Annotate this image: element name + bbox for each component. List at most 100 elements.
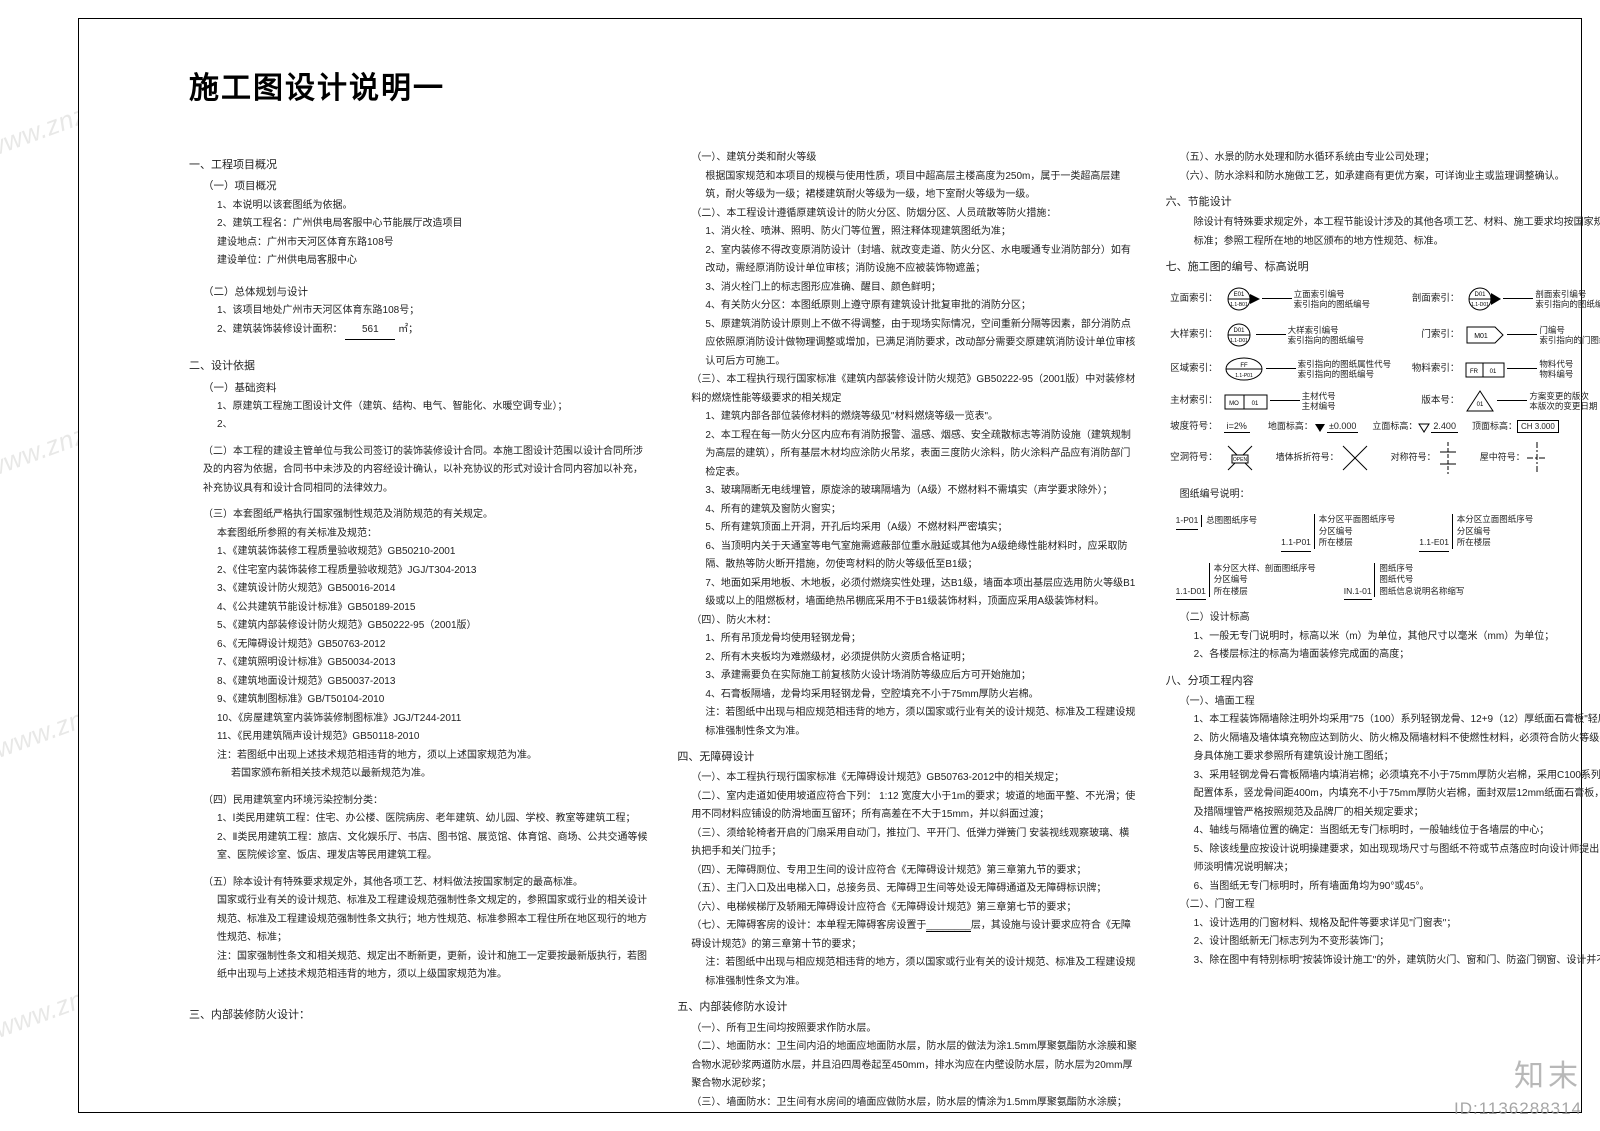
body-text: （五）、主门入口及出电梯入口，总接务员、无障碍卫生间等处设无障碍通道及无障碍标识… — [691, 880, 1137, 899]
symbol-label: 对称符号： — [1391, 451, 1436, 464]
level-value: CH 3.000 — [1517, 420, 1559, 433]
symbol-label: 剖面索引： — [1407, 292, 1459, 305]
wall-break-icon — [1339, 442, 1371, 474]
symbol-desc: 索引指向的图纸编号 — [1294, 299, 1371, 309]
symbol-desc: 索引指向的图纸编号 — [1535, 299, 1600, 309]
symbol-desc: 方案变更的版次 — [1529, 391, 1597, 401]
symbol-desc: 主材编号 — [1302, 401, 1336, 411]
sub-heading: （一）基础资料 — [203, 379, 649, 398]
standard-item: 10、《房屋建筑室内装饰装修制图标准》JGJ/T244-2011 — [217, 710, 649, 729]
body-text: 3、承建需要负在实际施工前复核防火设计场消防等级应后方可开始施加； — [705, 667, 1137, 686]
page-title: 施工图设计说明一 — [189, 63, 445, 107]
svg-text:1.1-P01: 1.1-P01 — [1235, 373, 1253, 379]
desc: 分区编号 — [1319, 526, 1396, 537]
body-text: 1、Ⅰ类民用建筑工程：住宅、办公楼、医院病房、老年建筑、幼儿园、学校、教室等建筑… — [217, 810, 649, 829]
center-icon — [1525, 440, 1549, 476]
svg-text:OPEN: OPEN — [1233, 457, 1248, 463]
body-text: （五）、水景的防水处理和防水循环系统由专业公司处理； — [1180, 149, 1600, 168]
symbol-desc: 物料编号 — [1539, 369, 1573, 379]
value: 广州供电局客服中心 — [267, 255, 357, 266]
sub-heading: （二）本工程的建设主管单位与我公司签订的装饰装修设计合同。本施工图设计范围以设计… — [203, 443, 649, 499]
slope-value: i=2% — [1224, 420, 1250, 434]
note-text: 注：国家强制性条文和相关规范、规定出不断新更，更新，设计和施工一定要按最新版执行… — [217, 948, 649, 985]
column-1: 一、工程项目概况 （一）项目概况 1、本说明以该套图纸为依据。 2、建筑工程名：… — [189, 149, 649, 1109]
standard-item: 5、《建筑内部装修设计防火规范》GB50222-95（2001版） — [217, 617, 649, 636]
content-columns: 一、工程项目概况 （一）项目概况 1、本说明以该套图纸为依据。 2、建筑工程名：… — [189, 149, 1600, 1109]
body-text: 2、建筑工程名：广州供电局客服中心节能展厅改造项目 — [217, 215, 649, 234]
body-text: （三）、须给轮椅者开启的门扇采用自动门，推拉门、平开门、低弹力弹簧门 安装视线观… — [691, 825, 1137, 862]
section-heading: 二、设计依据 — [189, 356, 649, 376]
section-heading: 八、分项工程内容 — [1166, 671, 1600, 691]
symbol-desc: 大样索引编号 — [1288, 325, 1365, 335]
body-text: （六）、电梯候梯厅及轿厢无障碍设计应符合《无障碍设计规范》第三章第七节的要求； — [691, 899, 1137, 918]
drawing-number-legend: 1.1-D01 本分区大样、剖面图纸序号 分区编号 所在楼层 IN.1-01 图… — [1176, 561, 1600, 601]
svg-text:D01: D01 — [1233, 328, 1245, 334]
body-text: 1、一般无专门说明时，标高以米（m）为单位，其他尺寸以毫米（mm）为单位； — [1194, 628, 1600, 647]
symbol-desc: 立面索引编号 — [1294, 289, 1371, 299]
label: 2、建筑装饰装修设计面积： — [217, 324, 343, 335]
code: 1.1-P01 — [1281, 535, 1311, 552]
sub-heading: （一）、建筑分类和耐火等级 — [691, 149, 1137, 168]
opening-icon: OPEN — [1224, 442, 1256, 474]
body-text: 4、石膏板隔墙，龙骨均采用轻钢龙骨，空腔填充不小于75mm厚防火岩棉。 — [705, 686, 1137, 705]
body-text: 3、消火栓门上的标志图形应准确、醒目、颜色鲜明； — [705, 279, 1137, 298]
desc: 本分区立面图纸序号 — [1457, 514, 1534, 525]
door-index-icon: M01 — [1465, 323, 1505, 347]
section-index-icon: D011.1-D01 — [1465, 284, 1501, 314]
code: IN.1-01 — [1344, 584, 1372, 601]
symbol-desc: 剖面索引编号 — [1535, 289, 1600, 299]
symbol-label: 大样索引： — [1166, 328, 1218, 341]
body-text: 1、原建筑工程施工图设计文件（建筑、结构、电气、智能化、水暖空调专业）； — [217, 398, 649, 417]
sub-heading: （四）民用建筑室内环境污染控制分类： — [203, 792, 649, 811]
body-text: 7、地面如采用地板、木地板，必须付燃烧实性处理，达B1级，墙面本项出基层应选用防… — [705, 575, 1137, 612]
standard-item: 3、《建筑设计防火规范》GB50016-2014 — [217, 580, 649, 599]
symbol-label: 空洞符号： — [1166, 451, 1218, 464]
material-index-icon: FR01 — [1465, 359, 1505, 379]
section-heading: 七、施工图的编号、标高说明 — [1166, 257, 1600, 277]
body-text: 1、设计选用的门窗材料、规格及配件等要求详见"门窗表"； — [1194, 915, 1600, 934]
body-text: 2、所有木夹板均为难燃级材，必须提供防火资质合格证明； — [705, 649, 1137, 668]
sub-heading: （三）本套图纸严格执行国家强制性规范及消防规范的有关规定。 — [203, 506, 649, 525]
standard-item: 6、《无障碍设计规范》GB50763-2012 — [217, 636, 649, 655]
body-text: 4、所有的建筑及窗防火窗实； — [705, 501, 1137, 520]
symbol-label: 顶面标高： — [1472, 420, 1517, 433]
body-text: 国家或行业有关的设计规范、标准及工程建设规范强制性条文规定的，参照国家或行业的相… — [217, 892, 649, 948]
body-text: 建设单位：广州供电局客服中心 — [217, 252, 649, 271]
svg-text:1.1-D01: 1.1-D01 — [1471, 302, 1489, 308]
sub-heading: （二）设计标高 — [1180, 609, 1600, 628]
body-text: 2、防火隔墙及墙体填充物应达到防火、防火棉及隔墙材料不使燃性材料，必须符合防火等… — [1194, 730, 1600, 767]
desc: 所在楼层 — [1214, 586, 1316, 597]
detail-index-icon: D011.1-D01 — [1224, 320, 1254, 350]
symbol-desc: 主材代号 — [1302, 391, 1336, 401]
body-text: 4、轴线与隔墙位置的确定：当图纸无专门标明时，一般轴线位于各墙层的中心； — [1194, 822, 1600, 841]
symbol-label: 物料索引： — [1407, 362, 1459, 375]
symbol-label: 墙体拆折符号： — [1276, 451, 1339, 464]
symbol-label: 坡度符号： — [1166, 420, 1218, 433]
body-text: 1、消火栓、喷淋、照明、防火门等位置，照注释体现建筑图纸为准； — [705, 223, 1137, 242]
standard-item: 1、《建筑装饰装修工程质量验收规范》GB50210-2001 — [217, 543, 649, 562]
body-text: 5、除该线量应按设计说明操建要求，如出现现场尺寸与图纸不符或节点落应时向设计师提… — [1194, 841, 1600, 878]
level-value: 2.400 — [1431, 420, 1458, 434]
body-text: 根据国家规范和本项目的规模与使用性质，项目中超高层主楼高度为250m，属于一类超… — [705, 168, 1137, 205]
section-heading: 四、无障碍设计 — [677, 747, 1137, 767]
svg-text:M01: M01 — [1475, 333, 1489, 340]
symbol-desc: 索引指向的门图纸编号 — [1539, 335, 1600, 345]
svg-text:E01: E01 — [1233, 292, 1244, 298]
symbol-label: 立面标高： — [1372, 420, 1417, 433]
standard-item: 4、《公共建筑节能设计标准》GB50189-2015 — [217, 599, 649, 618]
drawing-number-legend: 1-P01 总图图纸序号 1.1-P01 本分区平面图纸序号 分区编号 所在楼层… — [1176, 512, 1600, 552]
standard-item: 2、《住宅室内装饰装修工程质量验收规范》JGJ/T304-2013 — [217, 562, 649, 581]
desc: 分区编号 — [1214, 574, 1316, 585]
sub-heading: （五）除本设计有特殊要求规定外，其他各项工艺、材料做法按国家制定的最高标准。 — [203, 874, 649, 893]
symbol-desc: 索引指向的图纸属性代号 — [1298, 359, 1392, 369]
section-heading: 三、内部装修防火设计： — [189, 1005, 649, 1025]
symbol-desc: 门编号 — [1539, 325, 1600, 335]
area-value: 561 — [345, 321, 395, 341]
sub-heading: （三）、本工程执行现行国家标准《建筑内部装修设计防火规范》GB50222-95（… — [691, 371, 1137, 408]
body-text: （一）、本工程执行现行国家标准《无障碍设计规范》GB50763-2012中的相关… — [691, 769, 1137, 788]
svg-text:FR: FR — [1470, 369, 1479, 375]
sub-heading: （二）、本工程设计遵循原建筑设计的防火分区、防烟分区、人员疏散等防火措施： — [691, 205, 1137, 224]
body-text: 2、Ⅱ类民用建筑工程：旅店、文化娱乐厅、书店、图书馆、展览馆、体育馆、商场、公共… — [217, 829, 649, 866]
sub-heading: （四）、防火木材： — [691, 612, 1137, 631]
body-text: （七）、无障碍客房的设计：本单程无障碍客房设置于________层，其设施与设计… — [691, 917, 1137, 954]
